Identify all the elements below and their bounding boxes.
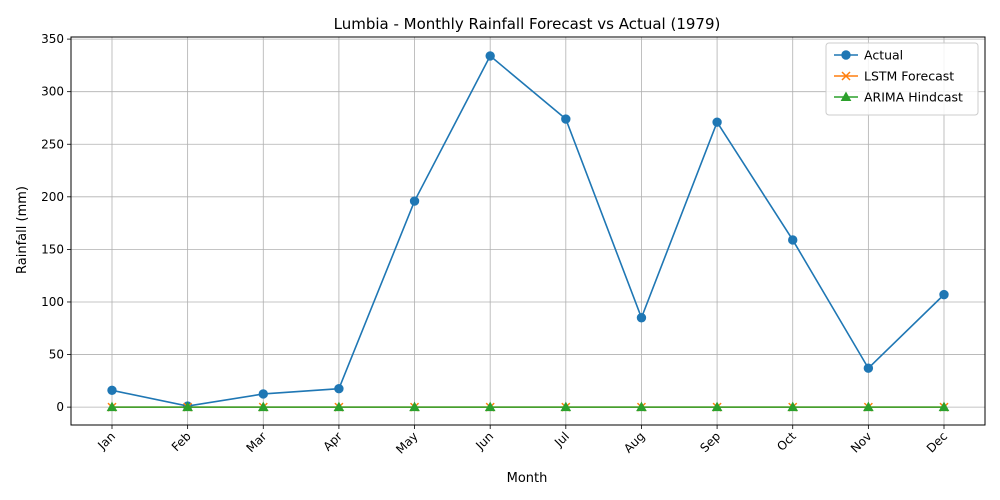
- data-point-arima-hindcast: [484, 401, 496, 412]
- legend-marker-actual: [841, 50, 851, 60]
- data-point-actual: [863, 363, 874, 373]
- y-tick-label: 250: [41, 137, 64, 151]
- legend-box: [825, 42, 979, 116]
- x-tick-label: Jun: [472, 429, 496, 453]
- series-arima-hindcast: [106, 401, 950, 412]
- y-tick-label: 200: [41, 190, 64, 204]
- data-point-arima-hindcast: [182, 401, 193, 412]
- data-point-arima-hindcast: [711, 401, 723, 412]
- legend: Actual LSTM Forecast ARIMA Hindcast: [825, 42, 979, 116]
- legend-label-arima-hindcast: ARIMA Hindcast: [864, 90, 963, 105]
- legend-marker-arima-hindcast: [840, 91, 852, 101]
- series-layer: [106, 51, 950, 412]
- x-tick-label: Nov: [848, 429, 874, 455]
- x-tick-label: Jul: [551, 429, 572, 450]
- y-tick-label: 0: [56, 400, 64, 414]
- y-tick-label: 50: [49, 348, 64, 362]
- x-tick-label: Oct: [774, 429, 799, 454]
- x-tick-label: Apr: [320, 429, 345, 454]
- legend-marker-lstm-forecast-stroke: [841, 71, 851, 81]
- x-tick-label: Aug: [621, 429, 647, 455]
- axis-ticks: Jan Feb Mar Apr May Jun Jul Aug Sep Oct Nov Dec 0 50 1…: [41, 32, 950, 457]
- data-point-actual: [485, 51, 495, 61]
- plot-area-frame: [70, 36, 986, 426]
- x-tick-label: Sep: [697, 429, 723, 455]
- data-point-arima-hindcast: [938, 401, 950, 412]
- x-tick-label: May: [393, 429, 420, 456]
- data-point-arima-hindcast: [787, 401, 799, 412]
- legend-label-lstm-forecast: LSTM Forecast: [864, 69, 954, 84]
- data-point-actual: [636, 313, 647, 323]
- x-tick-label: Jan: [94, 429, 118, 453]
- data-point-actual: [258, 389, 268, 399]
- y-tick-label: 350: [41, 32, 64, 46]
- data-point-actual: [561, 114, 571, 124]
- data-point-arima-hindcast: [636, 401, 647, 412]
- legend-label-actual: Actual: [864, 48, 903, 63]
- x-tick-label: Feb: [169, 429, 194, 454]
- data-point-arima-hindcast: [257, 401, 269, 412]
- x-tick-label: Dec: [924, 429, 950, 455]
- data-point-actual: [409, 196, 420, 206]
- data-point-actual: [107, 385, 117, 396]
- y-tick-label: 300: [41, 85, 64, 99]
- y-tick-label: 100: [41, 295, 64, 309]
- data-point-actual: [788, 235, 798, 245]
- data-point-arima-hindcast: [863, 401, 874, 412]
- y-axis-label: Rainfall (mm): [15, 186, 30, 274]
- x-axis-label: Month: [507, 471, 548, 486]
- data-point-arima-hindcast: [560, 401, 572, 412]
- x-tick-label: Mar: [243, 429, 269, 455]
- data-point-actual: [712, 117, 722, 127]
- y-tick-label: 150: [41, 242, 64, 256]
- data-point-actual: [334, 384, 344, 394]
- data-point-arima-hindcast: [409, 401, 420, 412]
- data-point-arima-hindcast: [333, 401, 345, 412]
- data-point-arima-hindcast: [106, 401, 118, 412]
- series-actual: [107, 51, 949, 411]
- chart-title: Lumbia - Monthly Rainfall Forecast vs Ac…: [334, 15, 721, 33]
- series-line-actual: [111, 54, 945, 407]
- legend-marker-lstm-forecast: [841, 71, 851, 81]
- data-point-actual: [939, 289, 949, 300]
